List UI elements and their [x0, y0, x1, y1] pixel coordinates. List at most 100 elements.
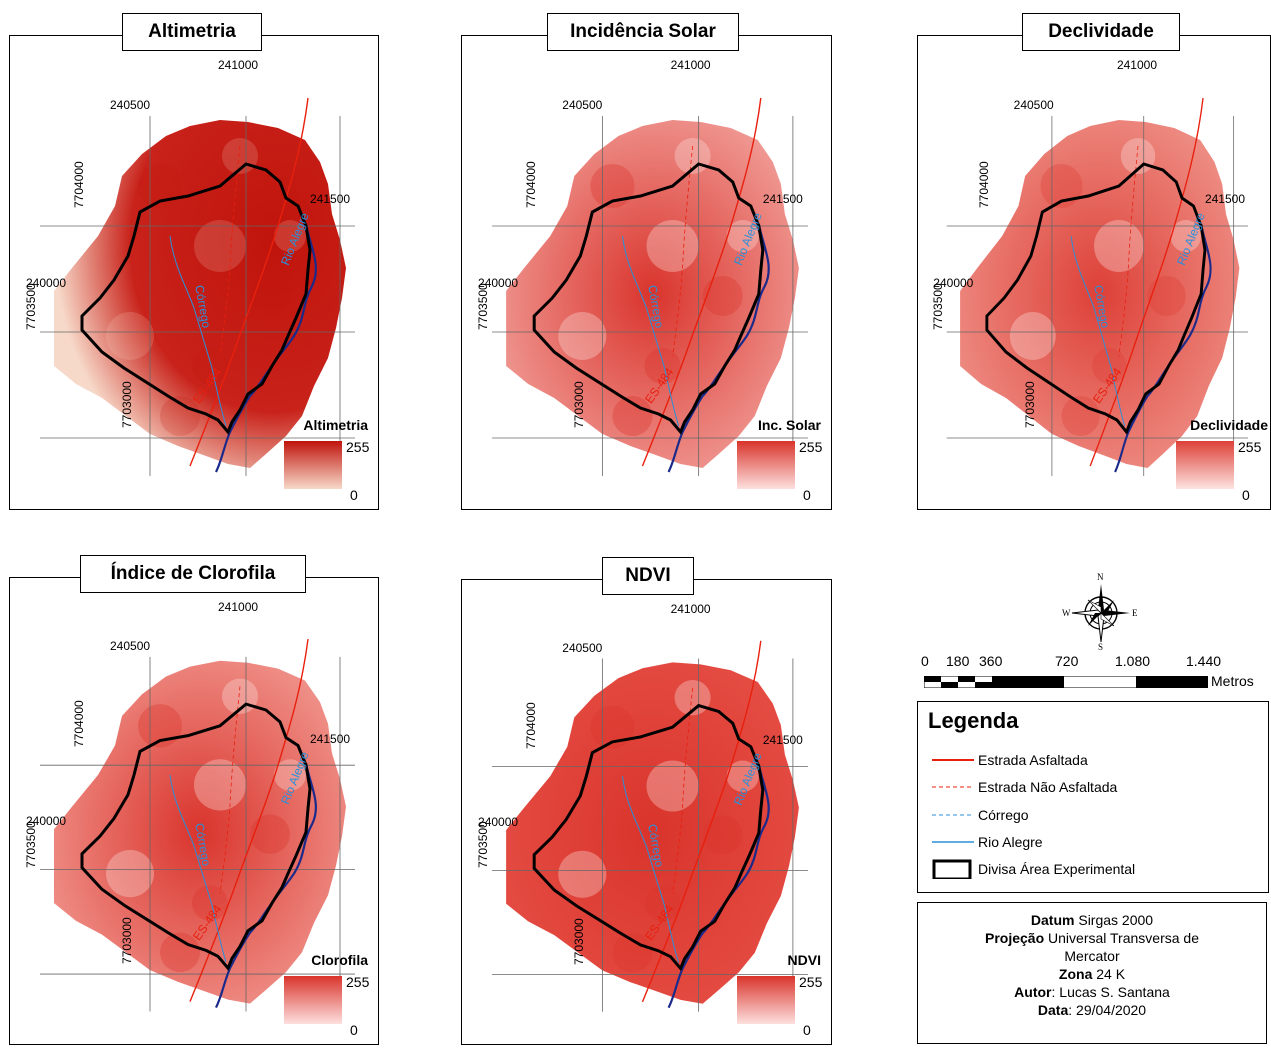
coord-label: 240000: [478, 815, 519, 830]
coord-label: 7703500: [24, 820, 38, 868]
raster-patch: [726, 760, 759, 792]
raster-patch: [644, 348, 681, 384]
legend-item-rio-alegre: Rio Alegre: [930, 832, 1043, 852]
road-paved: [1089, 97, 1204, 467]
study-area-raster: [506, 120, 799, 468]
raster-patch: [1040, 164, 1083, 208]
coord-label: 241000: [670, 58, 711, 72]
scale-tick-360: 360: [979, 653, 1003, 669]
experimental-boundary: [80, 162, 312, 435]
raster-patch: [646, 760, 699, 812]
raster-patch: [192, 348, 228, 384]
map-canvas: [946, 97, 1249, 476]
compass-e: E: [1132, 608, 1138, 618]
coord-label: 240500: [562, 98, 603, 112]
legend-item-estrada-nao-asfaltada: Estrada Não Asfaltada: [930, 777, 1117, 797]
study-area-raster: [506, 662, 799, 1004]
coord-label: 241500: [310, 731, 351, 746]
coord-label: 7703000: [572, 381, 587, 428]
projecao-value-2: Mercator: [1064, 948, 1120, 964]
study-area-raster: [960, 120, 1240, 468]
road-unpaved: [672, 687, 694, 894]
coord-label: 7704000: [524, 702, 539, 749]
raster-legend-min: 0: [1242, 487, 1250, 503]
experimental-boundary: [532, 703, 765, 972]
projecao-value: Universal Transversa de: [1048, 930, 1199, 946]
autor-value: : Lucas S. Santana: [1051, 984, 1170, 1000]
map-title: Incidência Solar: [547, 13, 739, 51]
raster-legend-title: Declividade: [1190, 417, 1268, 433]
raster-legend-max: 255: [346, 439, 370, 455]
map-canvas: [40, 638, 355, 1012]
coord-label: 7704000: [977, 161, 992, 208]
autor-label: Autor: [1014, 984, 1052, 1000]
raster-patch: [192, 885, 228, 921]
map-title: NDVI: [602, 557, 694, 595]
compass-n: N: [1097, 572, 1104, 582]
raster-patch: [106, 849, 154, 898]
coord-label: 241500: [310, 192, 351, 206]
projecao-label: Projeção: [985, 930, 1045, 946]
data-label: Data: [1037, 1002, 1069, 1018]
coord-label: 240000: [478, 276, 519, 290]
raster-legend-title: Clorofila: [311, 952, 368, 968]
raster-legend-max: 255: [1238, 439, 1262, 455]
road-unpaved: [1118, 145, 1139, 357]
experimental-boundary: [80, 702, 312, 971]
road-unpaved: [219, 145, 241, 357]
legend-label: Divisa Área Experimental: [978, 861, 1136, 877]
raster-patch: [702, 276, 743, 316]
raster-patch: [702, 815, 743, 855]
corrego-line: [169, 235, 227, 427]
coord-label: 241500: [1204, 192, 1245, 206]
raster-patch: [106, 312, 154, 360]
road-paved: [641, 97, 762, 467]
raster-patch: [274, 220, 306, 252]
coord-label: 7703000: [572, 917, 587, 965]
legend-item-estrada-asfaltada: Estrada Asfaltada: [930, 750, 1088, 770]
coord-label: 7703000: [120, 917, 134, 965]
coord-label: 7703000: [1023, 381, 1038, 428]
map-title: Índice de Clorofila: [80, 555, 306, 593]
raster-color-ramp: [1176, 441, 1234, 489]
coord-label: 240000: [26, 814, 67, 829]
coord-label: 240500: [562, 640, 603, 655]
raster-patch: [160, 932, 200, 973]
coord-label: 241000: [218, 599, 259, 614]
north-arrow: N S W E: [1062, 572, 1138, 652]
raster-patch: [1094, 220, 1144, 272]
road-paved: [641, 640, 762, 1003]
legend-item-divisa: Divisa Área Experimental: [930, 859, 1135, 879]
road-unpaved: [672, 145, 694, 357]
raster-patch: [726, 220, 759, 252]
coord-label: 240000: [933, 276, 974, 290]
coord-label: 7703500: [476, 821, 491, 869]
map-panel-altimetria: Altimetria 241000 240500 241500 240000 770400…: [9, 13, 379, 510]
coord-label: 241500: [762, 192, 803, 206]
datum-label: Datum: [1030, 912, 1075, 928]
map-canvas: [492, 97, 808, 476]
study-area-raster: [54, 660, 346, 1004]
corrego-line: [169, 774, 227, 963]
compass-w: W: [1062, 608, 1071, 618]
legend-label: Rio Alegre: [978, 834, 1043, 850]
coord-label: 240000: [26, 276, 67, 290]
coord-label: 7703500: [931, 283, 946, 330]
corrego-line: [621, 235, 680, 427]
coord-label: 7704000: [524, 161, 539, 208]
scale-tick-180: 180: [946, 653, 970, 669]
map-panel-incidencia: Incidência Solar 241000 240500 241500 240000…: [461, 13, 832, 510]
experimental-boundary: [985, 162, 1207, 435]
zona-value: 24 K: [1096, 966, 1126, 982]
coord-label: 7704000: [72, 700, 86, 748]
raster-patch: [644, 886, 681, 922]
raster-patch: [558, 312, 607, 360]
road-unpaved: [219, 686, 241, 894]
legend-item-corrego: Córrego: [930, 805, 1029, 825]
raster-patch: [590, 164, 635, 208]
map-title: Altimetria: [122, 13, 262, 51]
coord-label: 240500: [110, 639, 151, 654]
coord-label: 241500: [762, 733, 803, 748]
raster-legend-title: Inc. Solar: [757, 417, 821, 433]
raster-patch: [194, 220, 246, 272]
